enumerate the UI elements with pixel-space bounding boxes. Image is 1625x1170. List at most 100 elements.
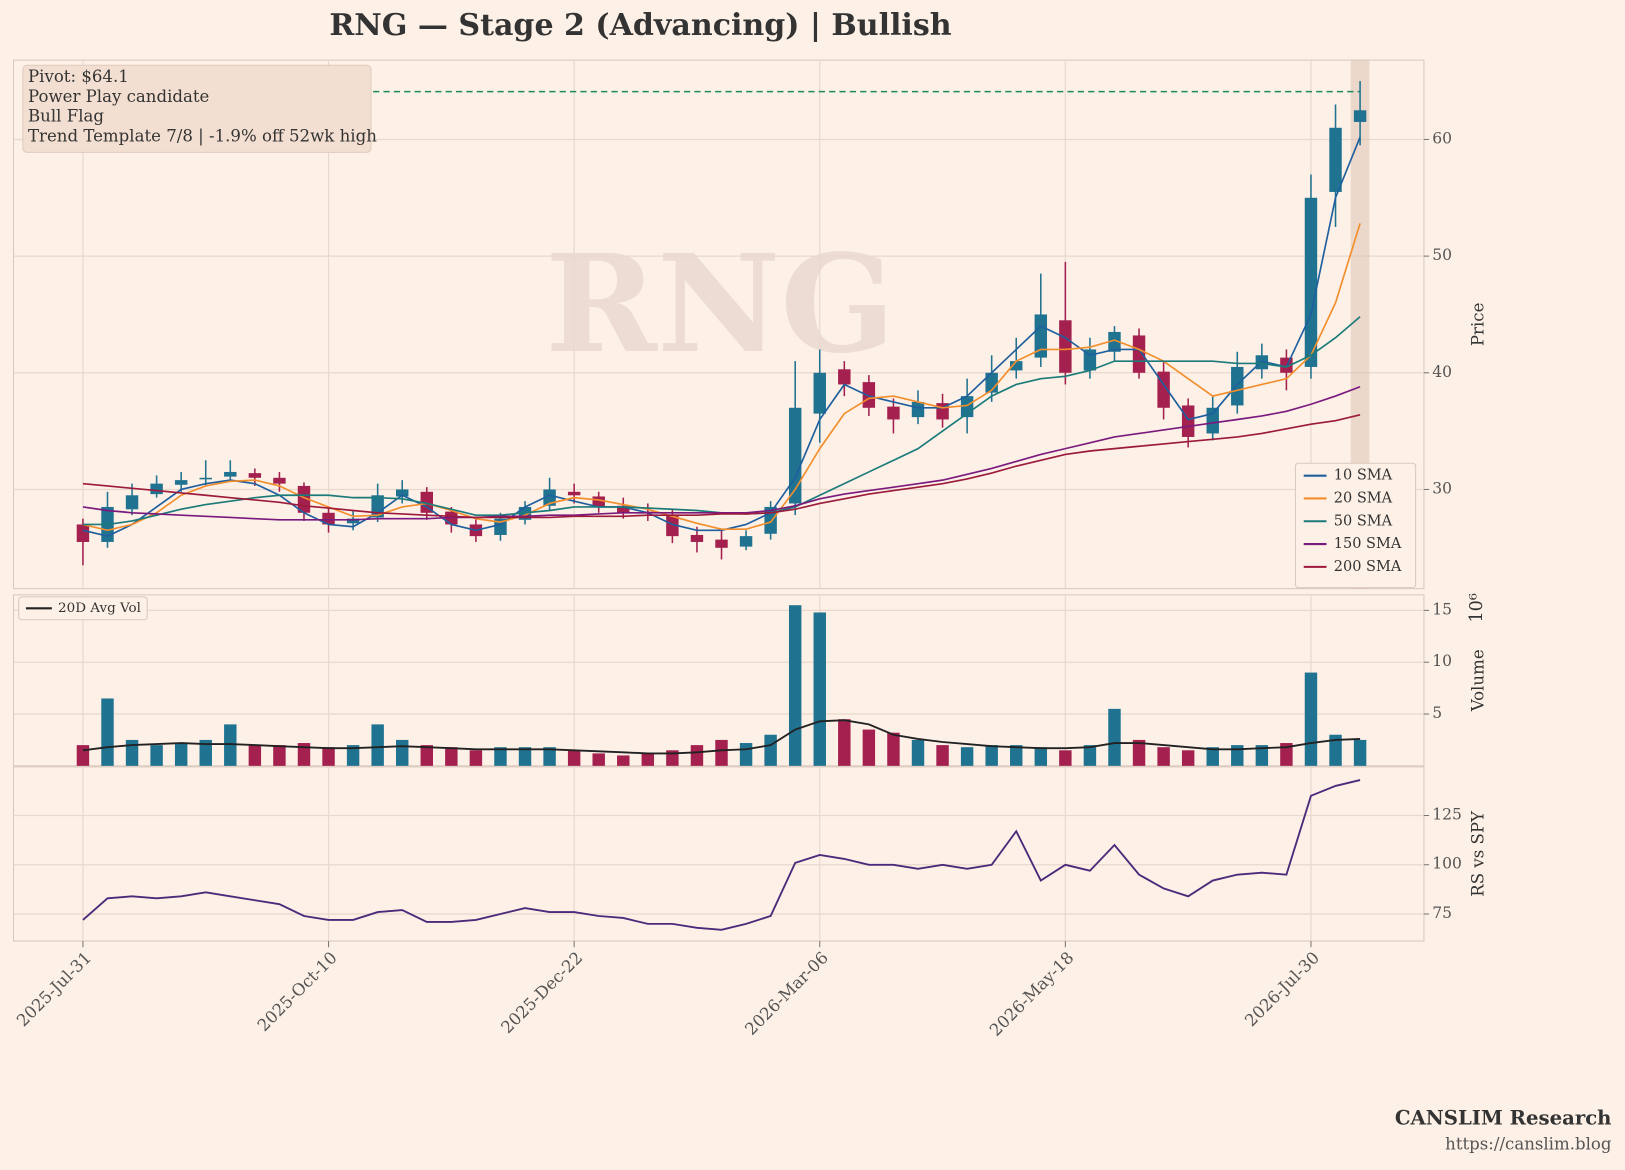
volume-bar bbox=[346, 745, 360, 766]
panel-frame bbox=[12, 59, 1425, 590]
candle-body bbox=[125, 495, 139, 510]
volume-bar bbox=[396, 739, 409, 766]
annotation-line: Bull Flag bbox=[28, 107, 104, 126]
volume-bar bbox=[985, 745, 998, 766]
legend-label: 150 SMA bbox=[1334, 536, 1402, 552]
volume-bar bbox=[641, 753, 655, 766]
volume-bar bbox=[101, 698, 114, 766]
volume-bar bbox=[199, 739, 212, 766]
volume-bar bbox=[838, 719, 851, 766]
line bbox=[82, 385, 1361, 521]
footer-url: https://canslim.blog bbox=[1445, 1135, 1612, 1154]
candle-body bbox=[1206, 407, 1219, 434]
candle-body bbox=[887, 406, 900, 420]
y-tick-label: 5 bbox=[1432, 704, 1442, 722]
volume-bar bbox=[764, 734, 777, 766]
chart-title: RNG — Stage 2 (Advancing) | Bullish bbox=[329, 8, 951, 43]
legend-label: 50 SMA bbox=[1334, 513, 1393, 529]
volume-bar bbox=[543, 747, 556, 766]
candle-body bbox=[1132, 335, 1146, 373]
y-tick-label: 50 bbox=[1432, 246, 1452, 264]
candle-body bbox=[862, 382, 876, 408]
volume-bar bbox=[617, 755, 630, 766]
volume-bar bbox=[813, 612, 826, 766]
candle-body bbox=[346, 518, 360, 524]
volume-bar bbox=[518, 747, 532, 766]
candle-body bbox=[567, 491, 581, 496]
y-tick-label: 100 bbox=[1432, 855, 1462, 873]
volume-bar bbox=[1132, 739, 1146, 766]
volume-bar bbox=[1353, 739, 1367, 766]
volume-bar bbox=[1255, 745, 1269, 766]
candle-body bbox=[788, 407, 802, 504]
candle-body bbox=[666, 515, 679, 537]
annotation-box bbox=[22, 64, 372, 153]
highlight-band bbox=[1350, 60, 1370, 589]
volume-bar bbox=[322, 747, 335, 766]
candle-body bbox=[911, 401, 925, 418]
volume-bar bbox=[469, 750, 483, 766]
volume-bar bbox=[887, 732, 900, 766]
candle-body bbox=[273, 477, 286, 484]
volume-bar bbox=[1108, 708, 1121, 766]
volume-bar bbox=[1181, 750, 1195, 766]
candle-body bbox=[76, 524, 90, 542]
volume-bar bbox=[125, 739, 139, 766]
volume-bar bbox=[567, 750, 581, 766]
volume-bar bbox=[273, 745, 286, 766]
watermark: RNG bbox=[545, 225, 895, 383]
axis-offset: 10⁶ bbox=[1467, 593, 1487, 622]
volume-bar bbox=[224, 724, 237, 766]
volume-bar bbox=[297, 743, 311, 766]
candle-body bbox=[813, 372, 826, 414]
volume-bar bbox=[1206, 747, 1219, 766]
volume-bar bbox=[1329, 734, 1342, 766]
volume-bar bbox=[174, 743, 188, 766]
volume-bar bbox=[690, 745, 704, 766]
candle-body bbox=[1304, 197, 1318, 367]
y-axis-label: Volume bbox=[1468, 649, 1487, 712]
volume-bar bbox=[788, 605, 802, 766]
line bbox=[82, 779, 1361, 931]
candle-body bbox=[838, 369, 851, 385]
candle-body bbox=[199, 477, 212, 480]
volume-bar bbox=[936, 745, 949, 766]
candle-body bbox=[1108, 331, 1121, 352]
legend-box bbox=[18, 596, 148, 621]
footer-brand: CANSLIM Research bbox=[1395, 1107, 1612, 1130]
volume-bar bbox=[150, 745, 163, 766]
candle-body bbox=[322, 512, 335, 525]
y-axis-label: Price bbox=[1468, 303, 1487, 346]
candle-body bbox=[1231, 366, 1244, 406]
candle-body bbox=[617, 505, 630, 513]
candle-body bbox=[174, 480, 188, 485]
volume-bar bbox=[1083, 745, 1097, 766]
y-tick-label: 40 bbox=[1432, 363, 1452, 381]
y-tick-label: 125 bbox=[1432, 806, 1462, 824]
candle-body bbox=[224, 471, 237, 477]
volume-bar bbox=[76, 745, 90, 766]
volume-bar bbox=[1280, 743, 1293, 766]
volume-bar bbox=[1231, 745, 1244, 766]
candle-body bbox=[1181, 405, 1195, 437]
legend-label: 20D Avg Vol bbox=[58, 600, 141, 616]
volume-bar bbox=[1059, 750, 1072, 766]
volume-bar bbox=[1304, 672, 1318, 766]
y-axis-label: RS vs SPY bbox=[1468, 810, 1487, 897]
y-tick-label: 75 bbox=[1432, 904, 1452, 922]
volume-bar bbox=[445, 747, 458, 766]
volume-bar bbox=[420, 745, 434, 766]
y-tick-label: 15 bbox=[1432, 600, 1452, 618]
candle-body bbox=[690, 534, 704, 542]
line bbox=[82, 719, 1361, 755]
candle-body bbox=[592, 496, 605, 507]
y-tick-label: 10 bbox=[1432, 652, 1452, 670]
candle-body bbox=[1059, 320, 1072, 373]
legend-label: 200 SMA bbox=[1334, 559, 1402, 575]
candle-body bbox=[248, 473, 262, 478]
volume-bar bbox=[1010, 745, 1023, 766]
candle-body bbox=[396, 489, 409, 497]
volume-bar bbox=[1034, 747, 1048, 766]
volume-bar bbox=[1157, 747, 1170, 766]
volume-bar bbox=[862, 729, 876, 766]
